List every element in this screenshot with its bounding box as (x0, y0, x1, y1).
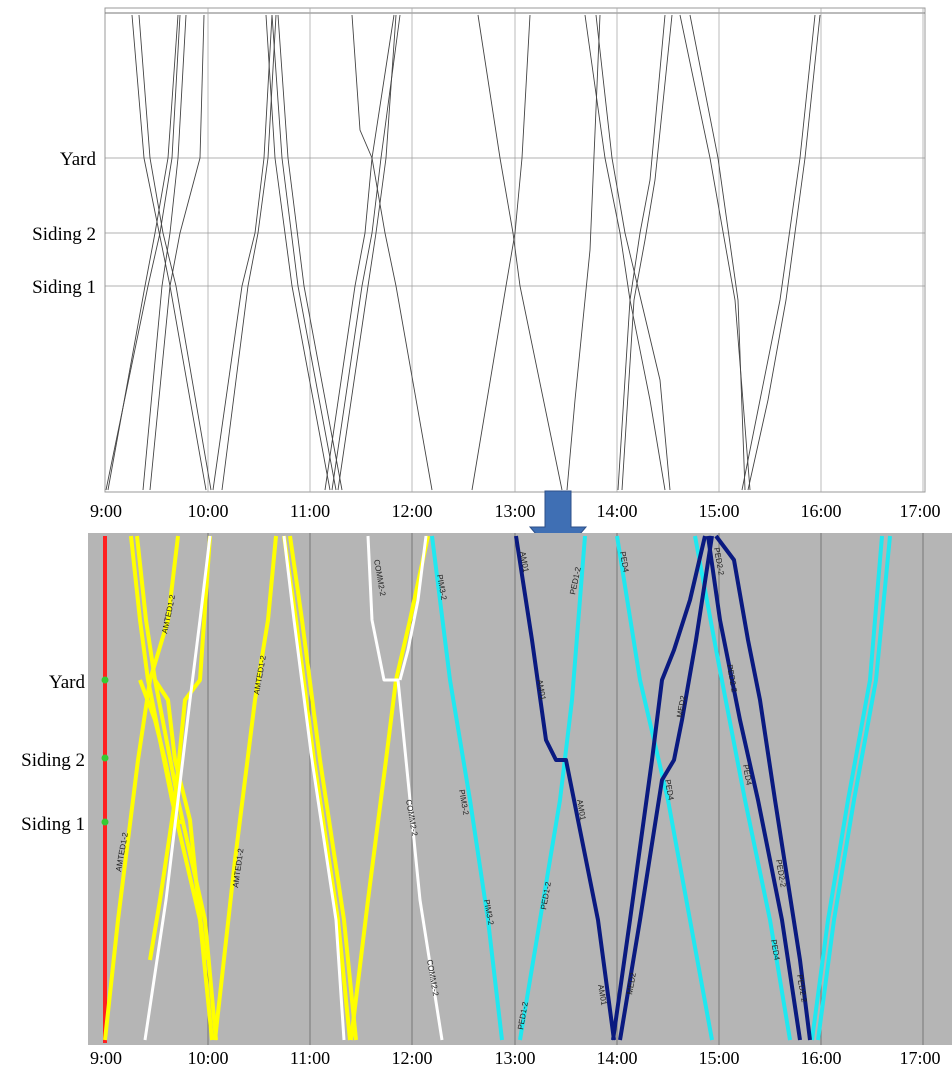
station-marker-yard (101, 676, 109, 684)
navy-train-paths (514, 534, 812, 1041)
bottom-tick-label: 14:00 (596, 1048, 637, 1068)
top-station-label-yard: Yard (60, 149, 97, 170)
bottom-station-label-siding-1: Siding 1 (21, 814, 85, 835)
top-tick-label: 9:00 (90, 501, 122, 521)
cyan-train-paths (430, 535, 892, 1041)
top-tick-label: 10:00 (187, 501, 228, 521)
top-tick-label: 12:00 (391, 501, 432, 521)
train-label: AM01 (518, 551, 531, 574)
train-label: AM01 (575, 799, 588, 822)
bottom-panel: Yard Siding 2 Siding 1 (21, 533, 952, 1068)
train-label: MED2 (675, 694, 688, 718)
bottom-station-label-yard: Yard (49, 672, 86, 693)
bottom-tick-label: 17:00 (899, 1048, 940, 1068)
train-label: AM01 (596, 984, 609, 1007)
top-train-paths (105, 14, 821, 491)
bottom-panel-background (88, 533, 952, 1045)
yellow-train-paths (103, 535, 430, 1041)
bottom-tick-label: 11:00 (290, 1048, 330, 1068)
train-label: AM01 (535, 679, 548, 702)
train-label: PED4 (741, 764, 754, 787)
train-label: MED2 (625, 971, 638, 995)
train-label: PED4 (618, 551, 631, 574)
top-tick-label: 11:00 (290, 501, 330, 521)
bottom-tick-label: 10:00 (187, 1048, 228, 1068)
train-label: PED4 (663, 779, 676, 802)
bottom-tick-label: 12:00 (391, 1048, 432, 1068)
top-tick-label: 16:00 (800, 501, 841, 521)
station-marker-siding-2 (101, 754, 109, 762)
top-vertical-gridlines (207, 8, 924, 492)
top-tick-label: 14:00 (596, 501, 637, 521)
top-tick-label: 17:00 (899, 501, 940, 521)
station-marker-siding-1 (101, 818, 109, 826)
top-tick-label: 15:00 (698, 501, 739, 521)
white-train-paths (143, 535, 444, 1041)
bottom-station-label-siding-2: Siding 2 (21, 750, 85, 771)
bottom-tick-label: 13:00 (494, 1048, 535, 1068)
top-station-label-siding-1: Siding 1 (32, 277, 96, 298)
top-station-label-siding-2: Siding 2 (32, 224, 96, 245)
top-tick-label: 13:00 (494, 501, 535, 521)
bottom-tick-label: 15:00 (698, 1048, 739, 1068)
top-panel: Yard Siding 2 Siding 1 (32, 7, 941, 521)
bottom-tick-label: 9:00 (90, 1048, 122, 1068)
bottom-time-axis: 9:00 10:00 11:00 12:00 13:00 14:00 15:00… (90, 1048, 941, 1068)
bottom-tick-label: 16:00 (800, 1048, 841, 1068)
train-label: PED4 (769, 939, 782, 962)
top-time-axis: 9:00 10:00 11:00 12:00 13:00 14:00 15:00… (90, 501, 941, 521)
